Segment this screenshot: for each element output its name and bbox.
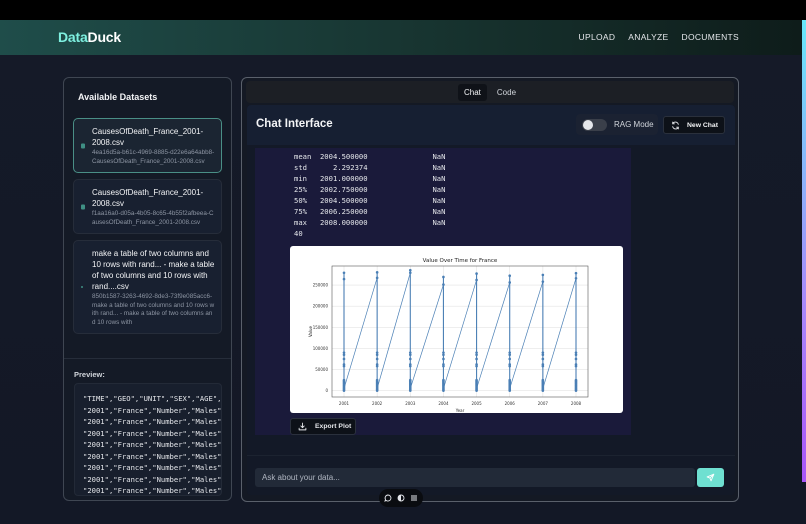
svg-text:2004: 2004 xyxy=(438,401,449,406)
app-root: DataDuck UPLOAD ANALYZE DOCUMENTS Availa… xyxy=(0,20,806,524)
scroll-accent-bar xyxy=(802,20,806,482)
svg-text:2005: 2005 xyxy=(471,401,482,406)
refresh-icon xyxy=(672,121,679,129)
preview-line: "2001","France","Number","Males", xyxy=(83,463,222,472)
dataset-name: CausesOfDeath_France_2001-2008.csv xyxy=(92,127,204,147)
svg-text:2003: 2003 xyxy=(405,401,416,406)
logo-duck: Duck xyxy=(87,29,122,45)
messages-area[interactable]: mean 2004.500000 NaN std 2.292374 NaN min … xyxy=(247,148,735,448)
datasets-panel: Available Datasets CausesOfDeath_France_… xyxy=(63,77,232,501)
rag-mode-toggle[interactable] xyxy=(582,119,607,131)
datasets-title: Available Datasets xyxy=(78,92,158,102)
plot-image: 0 50000 100000 150000 200000 250000 2001 2002 20… xyxy=(290,246,623,413)
file-icon xyxy=(81,143,85,148)
preview-line: "2001","France","Number","Males", xyxy=(83,486,222,495)
logo-data: Data xyxy=(58,29,88,45)
svg-text:2001: 2001 xyxy=(339,401,350,406)
send-button[interactable] xyxy=(697,468,724,487)
download-icon xyxy=(298,422,307,431)
svg-text:2007: 2007 xyxy=(538,401,549,406)
svg-text:250000: 250000 xyxy=(313,283,329,288)
top-nav: UPLOAD ANALYZE DOCUMENTS xyxy=(579,32,739,42)
rag-mode-control: RAG Mode xyxy=(576,114,658,135)
preview-box[interactable]: "TIME","GEO","UNIT","SEX","AGE"," "2001"… xyxy=(74,383,222,496)
dataset-list[interactable]: CausesOfDeath_France_2001-2008.csv 4ea16… xyxy=(73,118,222,354)
main-panel: Chat Code Chat Interface RAG Mode New Ch… xyxy=(241,77,739,502)
dataset-id: 850b1587-3263-4692-8de3-73f9e085acc6-mak… xyxy=(92,293,215,326)
chat-bubble-icon[interactable] xyxy=(384,494,392,502)
describe-output: mean 2004.500000 NaN std 2.292374 NaN min … xyxy=(294,151,445,239)
preview-line: "2001","France","Number","Males", xyxy=(83,474,222,484)
svg-text:150000: 150000 xyxy=(313,325,329,330)
stats-row: max 2008.000000 NaN xyxy=(294,218,446,227)
stats-row: std 2.292374 NaN xyxy=(294,163,446,172)
dataset-item[interactable]: make a table of two columns and 10 rows … xyxy=(73,240,222,334)
app-header: DataDuck UPLOAD ANALYZE DOCUMENTS xyxy=(0,20,802,55)
new-chat-button[interactable]: New Chat xyxy=(663,116,725,134)
svg-text:0: 0 xyxy=(325,388,328,393)
list-icon[interactable] xyxy=(410,494,418,502)
svg-text:2008: 2008 xyxy=(571,401,582,406)
preview-label: Preview: xyxy=(74,370,105,379)
dataset-name: make a table of two columns and 10 rows … xyxy=(92,249,215,291)
file-icon xyxy=(81,204,85,209)
floating-toolbar xyxy=(379,489,423,507)
stats-row: mean 2004.500000 NaN xyxy=(294,152,446,161)
dataset-id: 4ea16d5a-b61c-4969-8885-d22e6a64abb8-Cau… xyxy=(92,149,215,165)
tab-bar: Chat Code xyxy=(246,81,734,103)
preview-line: "2001","France","Number","Males", xyxy=(83,417,222,426)
divider xyxy=(247,455,735,456)
preview-line: "2001","France","Number","Males", xyxy=(83,440,222,449)
svg-text:200000: 200000 xyxy=(313,304,329,309)
dataset-item[interactable]: CausesOfDeath_France_2001-2008.csv f1aa1… xyxy=(73,179,222,234)
svg-text:50000: 50000 xyxy=(315,367,328,372)
tab-chat[interactable]: Chat xyxy=(457,83,487,101)
preview-line: "TIME","GEO","UNIT","SEX","AGE"," xyxy=(83,394,222,403)
window-top-bar xyxy=(0,0,806,20)
toggle-knob xyxy=(583,120,593,130)
svg-text:100000: 100000 xyxy=(313,346,329,351)
svg-text:Year: Year xyxy=(455,408,465,413)
stats-row: min 2001.000000 NaN xyxy=(294,174,446,183)
stats-row: 25% 2002.750000 NaN xyxy=(294,185,446,194)
dataset-item[interactable]: CausesOfDeath_France_2001-2008.csv 4ea16… xyxy=(73,118,222,173)
stats-row: 75% 2006.250000 NaN xyxy=(294,207,446,216)
rag-mode-label: RAG Mode xyxy=(614,120,654,129)
contrast-icon[interactable] xyxy=(397,494,405,502)
preview-line: "2001","France","Number","Males", xyxy=(83,405,222,415)
chat-header: Chat Interface RAG Mode New Chat xyxy=(247,105,735,145)
dataset-name: CausesOfDeath_France_2001-2008.csv xyxy=(92,188,204,208)
logo[interactable]: DataDuck xyxy=(58,29,121,45)
new-chat-label: New Chat xyxy=(687,121,718,129)
export-plot-button[interactable]: Export Plot xyxy=(290,418,356,435)
svg-text:Value Over Time for France: Value Over Time for France xyxy=(423,258,498,264)
preview-line: "2001","France","Number","Males", xyxy=(83,428,222,438)
stats-trailer: 40 xyxy=(294,229,303,238)
chat-card: Chat Interface RAG Mode New Chat mean 20… xyxy=(247,105,735,495)
divider xyxy=(64,358,231,359)
file-icon xyxy=(81,286,83,288)
dataset-id: f1aa16a0-d05a-4b05-8c65-4b55f2afbeea-Cau… xyxy=(92,210,214,226)
tab-code[interactable]: Code xyxy=(496,87,517,97)
send-icon xyxy=(706,473,715,482)
line-chart: 0 50000 100000 150000 200000 250000 2001 2002 20… xyxy=(308,258,589,413)
export-plot-label: Export Plot xyxy=(315,423,352,430)
nav-upload[interactable]: UPLOAD xyxy=(578,32,616,42)
nav-analyze[interactable]: ANALYZE xyxy=(628,32,669,42)
preview-line: "2001","France","Number","Males", xyxy=(83,451,222,461)
svg-text:2006: 2006 xyxy=(505,401,516,406)
nav-documents[interactable]: DOCUMENTS xyxy=(681,32,739,42)
assistant-message: mean 2004.500000 NaN std 2.292374 NaN min … xyxy=(255,148,631,435)
svg-text:Value: Value xyxy=(308,325,313,337)
chat-input[interactable] xyxy=(255,468,695,487)
stats-row: 50% 2004.500000 NaN xyxy=(294,196,446,205)
chat-title: Chat Interface xyxy=(256,118,333,130)
svg-text:2002: 2002 xyxy=(372,401,383,406)
